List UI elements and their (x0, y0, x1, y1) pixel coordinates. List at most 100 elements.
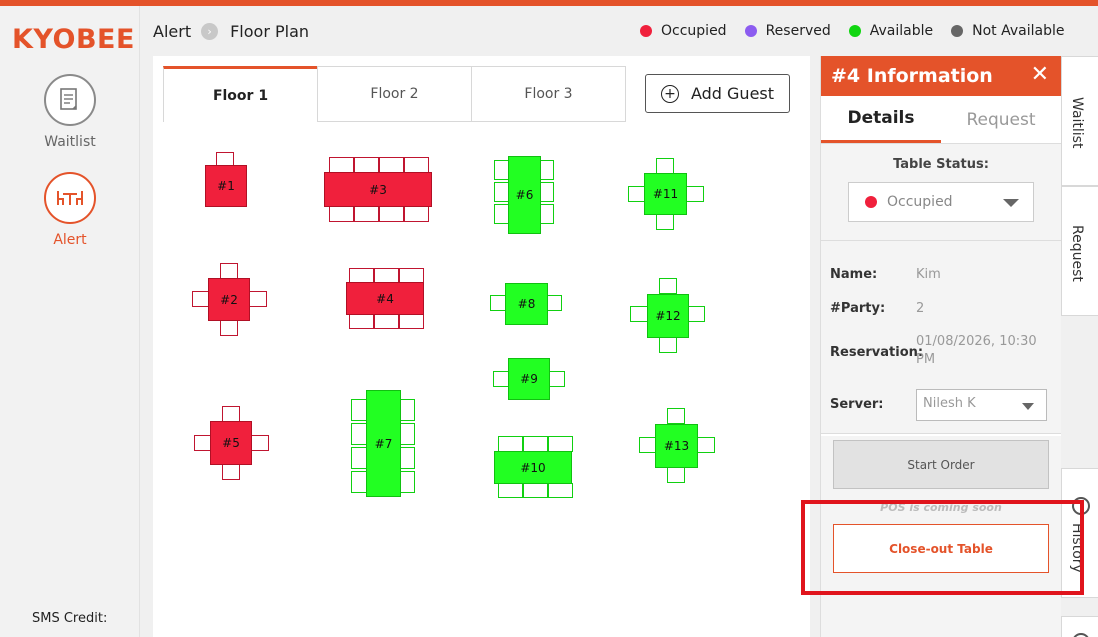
table-5[interactable]: #5 (210, 421, 252, 465)
table-12[interactable]: #12 (647, 294, 689, 338)
clock-icon (1072, 633, 1090, 637)
table-6[interactable]: #6 (508, 156, 541, 234)
chair (549, 371, 565, 387)
chair (667, 467, 685, 483)
info-header: #4 Information ✕ (821, 56, 1061, 96)
breadcrumb-parent[interactable]: Alert (153, 22, 192, 41)
chair (548, 436, 573, 452)
chair (374, 314, 399, 329)
top-accent-bar (0, 0, 1098, 6)
not-available-dot-icon (951, 25, 964, 37)
pos-note: POS is coming soon (880, 501, 1002, 514)
floor-plan-panel: Floor 1 Floor 2 Floor 3 + Add Guest #1 #… (153, 56, 810, 637)
nav-waitlist[interactable]: Waitlist (20, 74, 120, 150)
tab-request[interactable]: Request (966, 109, 1036, 130)
legend-not-available: Not Available (951, 23, 1064, 39)
table-11[interactable]: #11 (644, 173, 687, 215)
chair (249, 291, 267, 307)
table-4[interactable]: #4 (346, 282, 424, 315)
chair (351, 471, 367, 493)
chevron-right-icon: › (201, 23, 219, 40)
party-label: #Party: (830, 301, 886, 316)
table-status-value: Occupied (887, 194, 953, 210)
reservation-label: Reservation: (830, 345, 924, 360)
table-8[interactable]: #8 (505, 283, 548, 325)
chair (546, 295, 562, 311)
chair (379, 157, 404, 173)
chair (351, 447, 367, 469)
chair (399, 268, 424, 283)
chair (222, 464, 240, 480)
side-tab-request[interactable]: Request (1061, 186, 1098, 316)
tab-details[interactable]: Details (821, 96, 941, 143)
legend-available: Available (848, 23, 933, 39)
chair (523, 436, 548, 452)
waitlist-icon[interactable] (44, 74, 96, 126)
chair (493, 371, 509, 387)
brand-logo: KYOBEE (12, 24, 135, 55)
table-status-label: Table Status: (893, 157, 989, 172)
legend-occupied: Occupied (640, 23, 727, 39)
available-dot-icon (848, 25, 861, 37)
chair (404, 157, 429, 173)
page-title: Floor Plan (230, 22, 310, 41)
table-13[interactable]: #13 (655, 424, 698, 468)
close-out-table-button[interactable]: Close-out Table (833, 524, 1049, 573)
table-status-select[interactable]: Occupied (848, 182, 1034, 222)
side-tabs: Waitlist Request History (1061, 56, 1098, 637)
server-value: Nilesh K (923, 396, 976, 411)
chair (686, 186, 704, 202)
table-icon[interactable] (44, 172, 96, 224)
chair (351, 423, 367, 445)
chair (399, 471, 415, 493)
chair (399, 399, 415, 421)
chair (329, 157, 354, 173)
left-nav: KYOBEE Waitlist Alert SMS Credit: (0, 6, 140, 637)
chair (404, 206, 429, 222)
plus-circle-icon: + (660, 84, 679, 103)
chair (216, 152, 234, 166)
table-2[interactable]: #2 (208, 278, 250, 321)
name-value: Kim (916, 267, 941, 282)
caret-down-icon (1022, 403, 1034, 410)
start-order-button[interactable]: Start Order (833, 440, 1049, 489)
table-9[interactable]: #9 (508, 358, 550, 400)
occupied-dot-icon (865, 196, 877, 208)
occupied-dot-icon (640, 25, 652, 37)
tab-floor-2[interactable]: Floor 2 (317, 66, 472, 122)
chair (220, 263, 238, 279)
chair (354, 157, 379, 173)
table-status-section: Table Status: Occupied (821, 144, 1061, 241)
table-7[interactable]: #7 (366, 390, 401, 497)
nav-alert[interactable]: Alert (20, 172, 120, 248)
table-1[interactable]: #1 (205, 165, 247, 207)
chair (498, 436, 523, 452)
close-icon[interactable]: ✕ (1030, 62, 1049, 87)
chair (349, 314, 374, 329)
tab-floor-3[interactable]: Floor 3 (471, 66, 626, 122)
chair (498, 483, 523, 498)
chair (630, 306, 648, 322)
table-3[interactable]: #3 (324, 172, 432, 207)
server-select[interactable]: Nilesh K (916, 389, 1047, 421)
tab-floor-1[interactable]: Floor 1 (163, 66, 318, 122)
side-tab-waitlist[interactable]: Waitlist (1061, 56, 1098, 186)
chair (490, 295, 506, 311)
side-tab-history[interactable]: History (1061, 468, 1098, 598)
action-section: Start Order POS is coming soon Close-out… (821, 436, 1061, 637)
party-value: 2 (916, 301, 925, 316)
chair (656, 214, 674, 230)
table-10[interactable]: #10 (494, 451, 572, 484)
side-tab-more[interactable] (1061, 616, 1098, 637)
legend-reserved: Reserved (744, 23, 831, 39)
add-guest-label: Add Guest (690, 84, 775, 103)
chair (656, 158, 674, 174)
add-guest-button[interactable]: + Add Guest (645, 74, 790, 113)
history-icon (1072, 497, 1090, 515)
chair (399, 447, 415, 469)
chair (379, 206, 404, 222)
guest-details-section: Name: Kim #Party: 2 Reservation: 01/08/2… (821, 241, 1061, 434)
reserved-dot-icon (744, 25, 757, 37)
table-info-panel: #4 Information ✕ Details Request Table S… (820, 56, 1061, 637)
chair (548, 483, 573, 498)
